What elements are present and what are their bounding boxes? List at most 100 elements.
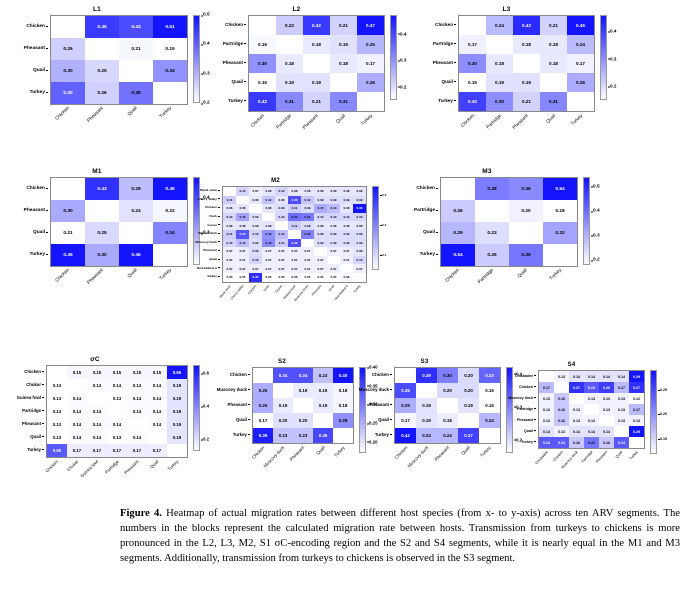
y-axis-labels: Chicken Partridge Quail Turkey [398,177,440,301]
x-axis-labels: Chicken Pheasant Quail Turkey [50,267,188,301]
heatmap-cell [340,264,353,273]
heatmap-cell: 0.45 [85,16,119,38]
colorbar-tick-label: 0.3 [200,71,210,77]
heatmap-cell: 0.26 [288,238,301,248]
heatmap-grid: Chicken Partridge Pheasant Quail Turkey 0.24 0… [420,15,595,146]
heatmap-cell: 0.17 [459,35,486,54]
x-axis-tick-label-text: Chicken [393,445,409,460]
heatmap-cell: 0.19 [153,38,187,60]
heatmap-cell: 0.25 [85,222,119,244]
colorbar-ticks: 0.2 0.3 0.4 0.5 [590,177,607,265]
y-axis-tick-mark [218,249,220,251]
heatmap-cell: 0.24 [614,437,629,448]
y-axis-tick-label: Pheasant [186,246,222,255]
heatmap-cell [416,383,437,398]
panel-body: Chicken Partridge Quail Turkey 0.38 0.36 0.54 0… [398,177,607,301]
y-axis-tick-mark [218,215,220,217]
y-axis-tick-mark [390,374,392,375]
heatmap-cell: 0.08 [236,221,249,230]
y-axis-tick-mark [244,81,246,82]
heatmap-cell [567,92,594,111]
x-axis-tick-label-text: Chicken [247,283,258,295]
heatmap-cell: 0.05 [223,272,236,282]
colorbar-legend: 0.15 0.20 0.25 [650,370,674,454]
heatmap-cell [357,92,384,111]
heatmap-cell: 0.09 [353,195,366,205]
heatmap-cell: 0.14 [599,371,614,382]
heatmap-cell: 0.29 [441,222,475,244]
heatmap-cell: 0.31 [276,92,303,111]
heatmap-cell: 0.14 [87,418,107,431]
x-axis-tick-label-text: Turkey [166,459,180,472]
heatmap-cell [614,426,629,437]
y-axis-tick-mark [244,24,246,25]
heatmap-cell: 0.30 [249,54,276,73]
heatmap-cell: 0.14 [614,371,629,382]
y-axis-tick-label: Quail [8,221,50,243]
heatmap-matrix-column: 0.22 0.42 0.21 0.47 0.16 0.18 0.19 0.25 0.30 0.18… [248,15,385,146]
heatmap-cell: 0.18 [543,200,577,222]
heatmap-grid: Chicken Pheasant Quail Turkey 0.45 0.43 0.51 0.… [8,15,188,139]
heatmap-cell: 0.29 [629,426,644,437]
heatmap-cell: 0.07 [223,264,236,273]
x-axis-labels: Chicken Chukar Guinea fowl Partridge Pheasan… [45,458,188,492]
heatmap-cell [313,413,333,428]
x-axis-tick-label: Chicken [458,112,485,146]
heatmap-cell: 0.07 [301,264,314,273]
heatmap-cell: 0.16 [569,437,584,448]
heatmap-cell: 0.07 [262,255,275,265]
colorbar-gradient [359,367,366,453]
heatmap-cell: 0.09 [340,229,353,239]
y-axis-tick-mark [218,198,220,200]
heatmap-cell: 0.15 [314,204,327,213]
heatmap-cell: 0.21 [303,92,330,111]
x-axis-tick-label: Duck [261,283,274,317]
panel-title: M3 [482,168,492,175]
colorbar-ticks: 0.20 0.25 0.30 0.35 0.40 [366,365,383,453]
heatmap-cell: 0.21 [301,212,314,222]
y-axis-tick-mark [248,434,250,435]
panel-body: Chicken Pheasant Quail Turkey 0.45 0.43 0.51 0.… [8,13,217,139]
heatmap-cell: 0.26 [441,200,475,222]
heatmap-cell [107,405,127,418]
heatmap-cell: 0.09 [340,238,353,248]
heatmap-cell: 0.30 [85,244,119,266]
heatmap-cell: 0.23 [475,222,509,244]
heatmap-cell: 0.08 [327,221,340,230]
heatmap-cell: 0.13 [275,229,288,239]
heatmap-cell: 0.13 [327,204,340,213]
panel-body: Chicken Partridge Pheasant Quail Turkey 0.24 0… [420,15,624,146]
colorbar-tick-label: 0.4 [200,195,210,201]
y-axis-tick-mark [42,423,44,424]
x-axis-tick-label-text: Chicken [54,268,71,284]
y-axis-tick-label: Chicken [8,177,50,199]
heatmap-cell: 0.39 [509,244,543,266]
y-axis-tick-label: Chicken [210,15,248,34]
heatmap-cell: 0.18 [486,54,513,73]
x-axis-tick-label: Turkey [566,112,593,146]
y-axis-tick-label: Partridge [210,34,248,53]
x-axis-tick-label-text: Partridge [275,113,292,130]
panel-body: Chicken Muscovy duck Pheasant Quail Turkey 0.… [350,367,530,478]
x-axis-tick-label-text: Quail [614,450,624,459]
heatmap-cell: 0.20 [458,383,479,398]
heatmap-cell: 0.11 [288,204,301,213]
heatmap-cell: 0.20 [509,200,543,222]
x-axis-tick-label-text: Turkey [359,113,373,127]
colorbar-tick-label: 0.35 [366,383,378,389]
x-axis-tick-label-text: Turkey [158,106,173,120]
y-axis-tick-label: Pheasant [8,37,50,59]
x-axis-tick-label-text: Turkey [352,283,362,294]
x-axis-tick-label-text: Quail [327,283,336,292]
x-axis-tick-label-text: Quail [334,113,346,125]
panel-title: M1 [92,168,102,175]
heatmap-cell: 0.13 [539,415,554,426]
heatmap-cell: 0.09 [353,229,366,239]
y-axis-labels: Chickadee Chicken Muscovy duck Partridge Phe… [500,370,538,483]
y-axis-tick-mark [218,258,220,260]
heatmap-cell: 0.05 [262,272,275,282]
y-axis-tick-mark [42,397,44,398]
y-axis-tick-mark [46,25,48,27]
y-axis-tick-mark [218,267,220,269]
y-axis-tick-label: Chicken [500,381,538,392]
